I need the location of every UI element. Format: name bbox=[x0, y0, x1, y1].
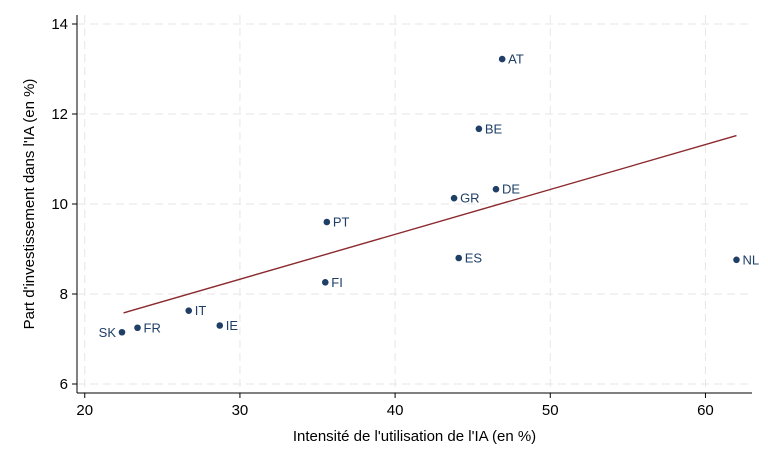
x-tick-label: 50 bbox=[542, 402, 559, 419]
y-tick-label: 14 bbox=[51, 16, 68, 33]
point-label-fi: FI bbox=[331, 275, 343, 290]
data-point-nl bbox=[733, 256, 740, 264]
y-tick-label: 6 bbox=[60, 376, 68, 393]
x-axis-title: Intensité de l'utilisation de l'IA (en %… bbox=[293, 428, 536, 445]
ticks: 20 30 40 50 60 6 8 10 12 14 bbox=[51, 16, 713, 419]
point-label-be: BE bbox=[485, 121, 503, 136]
data-point-fr bbox=[134, 324, 141, 332]
point-label-fr: FR bbox=[144, 320, 161, 335]
point-label-sk: SK bbox=[99, 325, 117, 340]
fit-line-group bbox=[123, 134, 737, 314]
y-tick-label: 8 bbox=[60, 286, 68, 303]
data-point-at bbox=[498, 55, 506, 63]
fit-line bbox=[123, 134, 737, 314]
data-point-ie bbox=[216, 322, 224, 329]
x-tick-label: 40 bbox=[387, 402, 404, 419]
point-label-pt: PT bbox=[333, 215, 350, 230]
point-label-it: IT bbox=[195, 303, 207, 318]
data-points: AT BE DE GR PT ES NL FI IT IE FR SK bbox=[99, 52, 759, 340]
y-tick-label: 12 bbox=[51, 106, 68, 123]
point-label-de: DE bbox=[502, 182, 520, 197]
data-point-fi bbox=[321, 279, 329, 286]
grid-lines bbox=[77, 15, 752, 393]
y-tick-label: 10 bbox=[51, 196, 68, 213]
data-point-sk bbox=[118, 328, 126, 336]
y-axis-title: Part d'investissement dans l'IA (en %) bbox=[21, 79, 38, 330]
x-tick-label: 20 bbox=[76, 402, 93, 419]
data-point-be bbox=[475, 125, 483, 133]
x-tick-label: 30 bbox=[232, 402, 249, 419]
data-point-de bbox=[492, 185, 500, 193]
point-label-es: ES bbox=[465, 251, 483, 266]
point-label-gr: GR bbox=[460, 191, 480, 206]
point-label-nl: NL bbox=[742, 252, 759, 267]
x-tick-label: 60 bbox=[697, 402, 714, 419]
data-point-gr bbox=[450, 194, 458, 202]
data-point-it bbox=[185, 307, 193, 314]
data-point-pt bbox=[323, 218, 331, 226]
point-label-at: AT bbox=[508, 52, 524, 67]
data-point-es bbox=[455, 254, 463, 262]
point-label-ie: IE bbox=[226, 318, 239, 333]
